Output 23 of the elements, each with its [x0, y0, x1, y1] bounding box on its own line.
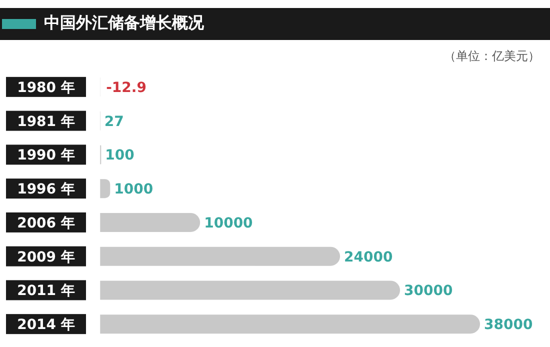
- bar: [100, 314, 480, 334]
- y-tick-label: 2011 年: [17, 283, 75, 300]
- data-label: 24000: [344, 249, 394, 266]
- text: （单位：亿美元）: [444, 48, 540, 65]
- y-tick-label: 1980 年: [17, 80, 75, 96]
- data-label: -12.9: [106, 80, 146, 96]
- y-tick-label: 2006 年: [17, 215, 75, 232]
- bar: [100, 246, 340, 266]
- y-tick-label: 1996 年: [17, 182, 75, 198]
- data-label: 1000: [114, 182, 154, 198]
- data-label: 100: [105, 148, 135, 164]
- data-label: 10000: [204, 215, 254, 232]
- y-tick-label: 1990 年: [17, 148, 75, 164]
- data-label: 38000: [484, 317, 533, 334]
- y-tick-label: 1981 年: [17, 114, 75, 130]
- bar: [100, 212, 200, 232]
- data-label: 30000: [404, 283, 453, 300]
- data-label: 27: [104, 114, 124, 130]
- bar: [100, 280, 400, 300]
- y-tick-label: 2009 年: [17, 249, 75, 266]
- y-tick-label: 2014 年: [17, 317, 75, 334]
- chart-title: 中国外汇储备增长概况: [44, 13, 204, 34]
- bar: [100, 179, 110, 198]
